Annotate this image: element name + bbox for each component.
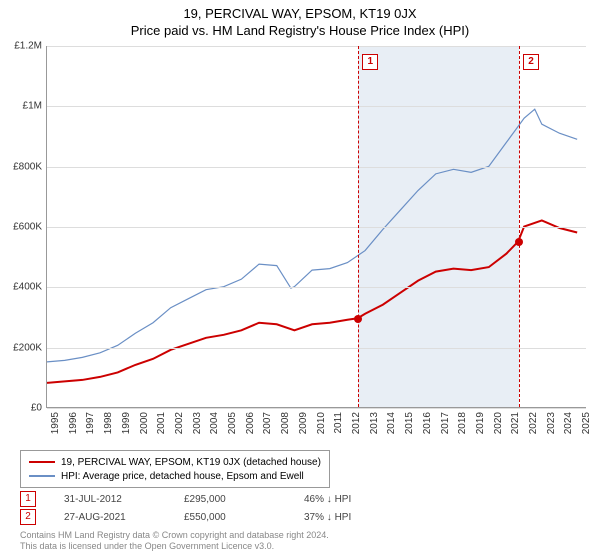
legend-swatch-price-paid bbox=[29, 461, 55, 463]
x-axis-label: 2014 bbox=[386, 412, 397, 442]
legend-row: HPI: Average price, detached house, Epso… bbox=[29, 469, 321, 483]
footer-line1: Contains HM Land Registry data © Crown c… bbox=[20, 530, 329, 541]
sale-dot bbox=[354, 315, 362, 323]
title-address: 19, PERCIVAL WAY, EPSOM, KT19 0JX bbox=[0, 0, 600, 21]
sale-dot bbox=[515, 238, 523, 246]
grid-line bbox=[47, 227, 586, 228]
grid-line bbox=[47, 287, 586, 288]
y-axis-label: £600K bbox=[2, 222, 42, 233]
legend-row: 19, PERCIVAL WAY, EPSOM, KT19 0JX (detac… bbox=[29, 455, 321, 469]
legend-box: 19, PERCIVAL WAY, EPSOM, KT19 0JX (detac… bbox=[20, 450, 330, 488]
x-axis-label: 2025 bbox=[581, 412, 592, 442]
sale-change: 37% ↓ HPI bbox=[304, 512, 424, 523]
x-axis-label: 2013 bbox=[369, 412, 380, 442]
x-axis-label: 2015 bbox=[404, 412, 415, 442]
x-axis-label: 2001 bbox=[156, 412, 167, 442]
x-axis-label: 2011 bbox=[333, 412, 344, 442]
y-axis-label: £1.2M bbox=[2, 41, 42, 52]
y-axis-label: £1M bbox=[2, 101, 42, 112]
y-axis-label: £0 bbox=[2, 403, 42, 414]
grid-line bbox=[47, 106, 586, 107]
chart-plot-area: 12 bbox=[46, 46, 586, 408]
sale-vline bbox=[519, 46, 520, 407]
sale-marker-badge: 2 bbox=[20, 509, 36, 525]
legend-label-price-paid: 19, PERCIVAL WAY, EPSOM, KT19 0JX (detac… bbox=[61, 457, 321, 468]
x-axis-label: 2006 bbox=[245, 412, 256, 442]
grid-line bbox=[47, 167, 586, 168]
sales-table: 1 31-JUL-2012 £295,000 46% ↓ HPI 2 27-AU… bbox=[20, 490, 424, 526]
sale-price: £550,000 bbox=[184, 512, 304, 523]
sale-marker-badge: 1 bbox=[20, 491, 36, 507]
y-axis-label: £800K bbox=[2, 161, 42, 172]
x-axis-label: 2020 bbox=[493, 412, 504, 442]
x-axis-label: 2016 bbox=[422, 412, 433, 442]
x-axis-label: 2000 bbox=[139, 412, 150, 442]
x-axis-label: 2023 bbox=[546, 412, 557, 442]
sale-date: 31-JUL-2012 bbox=[64, 494, 184, 505]
x-axis-label: 1998 bbox=[103, 412, 114, 442]
x-axis-label: 1995 bbox=[50, 412, 61, 442]
x-axis-label: 2002 bbox=[174, 412, 185, 442]
title-description: Price paid vs. HM Land Registry's House … bbox=[0, 21, 600, 42]
legend-swatch-hpi bbox=[29, 475, 55, 477]
x-axis-label: 1996 bbox=[68, 412, 79, 442]
x-axis-label: 2021 bbox=[510, 412, 521, 442]
x-axis-label: 2024 bbox=[563, 412, 574, 442]
sale-vline bbox=[358, 46, 359, 407]
x-axis-label: 2008 bbox=[280, 412, 291, 442]
legend-label-hpi: HPI: Average price, detached house, Epso… bbox=[61, 471, 304, 482]
x-axis-label: 1997 bbox=[85, 412, 96, 442]
sale-marker: 1 bbox=[362, 54, 378, 70]
x-axis-label: 2005 bbox=[227, 412, 238, 442]
x-axis-label: 2018 bbox=[457, 412, 468, 442]
x-axis-label: 2012 bbox=[351, 412, 362, 442]
x-axis-label: 1999 bbox=[121, 412, 132, 442]
footer-attribution: Contains HM Land Registry data © Crown c… bbox=[20, 530, 329, 553]
grid-line bbox=[47, 348, 586, 349]
sale-marker: 2 bbox=[523, 54, 539, 70]
sale-date: 27-AUG-2021 bbox=[64, 512, 184, 523]
x-axis-label: 2003 bbox=[192, 412, 203, 442]
x-axis-label: 2017 bbox=[440, 412, 451, 442]
sale-price: £295,000 bbox=[184, 494, 304, 505]
x-axis-label: 2009 bbox=[298, 412, 309, 442]
y-axis-label: £200K bbox=[2, 342, 42, 353]
series-price_paid bbox=[47, 220, 577, 382]
x-axis-label: 2010 bbox=[316, 412, 327, 442]
sales-row: 1 31-JUL-2012 £295,000 46% ↓ HPI bbox=[20, 490, 424, 508]
x-axis-label: 2007 bbox=[262, 412, 273, 442]
x-axis-label: 2019 bbox=[475, 412, 486, 442]
grid-line bbox=[47, 408, 586, 409]
x-axis-label: 2022 bbox=[528, 412, 539, 442]
footer-line2: This data is licensed under the Open Gov… bbox=[20, 541, 329, 552]
grid-line bbox=[47, 46, 586, 47]
chart-container: 19, PERCIVAL WAY, EPSOM, KT19 0JX Price … bbox=[0, 0, 600, 560]
y-axis-label: £400K bbox=[2, 282, 42, 293]
sales-row: 2 27-AUG-2021 £550,000 37% ↓ HPI bbox=[20, 508, 424, 526]
x-axis-label: 2004 bbox=[209, 412, 220, 442]
sale-change: 46% ↓ HPI bbox=[304, 494, 424, 505]
